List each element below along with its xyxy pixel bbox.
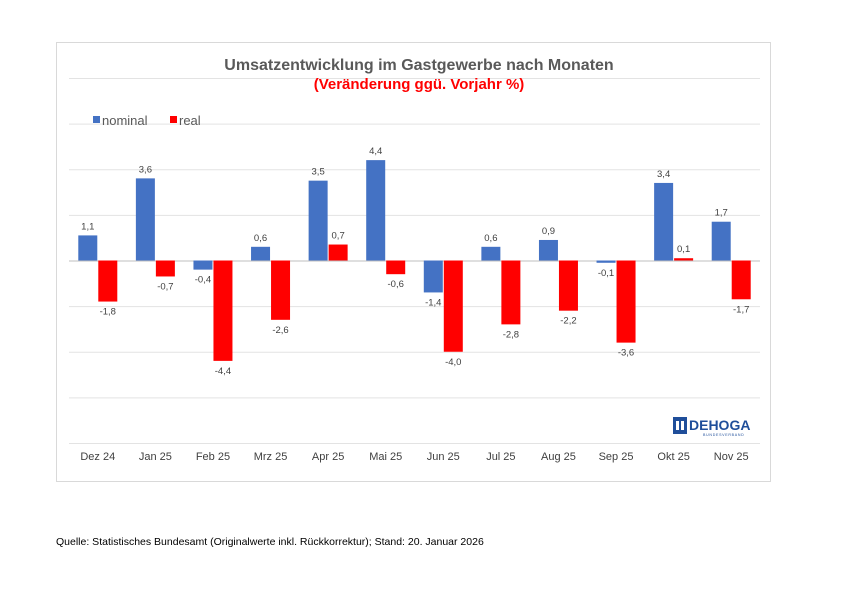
bar-nominal-0 [78, 235, 98, 261]
data-label-nominal-8: 0,9 [542, 226, 555, 237]
bar-real-3 [271, 260, 291, 320]
legend-label-real: real [179, 113, 201, 128]
logo-text: DEHOGA [689, 417, 750, 433]
data-label-real-1: -0,7 [157, 281, 173, 292]
dehoga-logo: DEHOGA BUNDESVERBAND [673, 417, 750, 437]
data-label-nominal-2: -0,4 [195, 275, 211, 286]
data-label-nominal-3: 0,6 [254, 233, 267, 244]
bar-real-9 [616, 260, 636, 343]
data-label-nominal-9: -0,1 [598, 268, 614, 279]
chart-frame: Umsatzentwicklung im Gastgewerbe nach Mo… [56, 42, 771, 482]
category-label-11: Nov 25 [714, 451, 749, 463]
logo-emblem-icon [673, 417, 687, 434]
bar-real-10 [674, 258, 694, 261]
bar-nominal-10 [654, 182, 674, 261]
legend-swatch-real [170, 116, 177, 123]
chart-title: Umsatzentwicklung im Gastgewerbe nach Mo… [224, 57, 613, 74]
category-label-7: Jul 25 [486, 451, 515, 463]
bar-real-4 [328, 244, 348, 261]
bar-nominal-8 [538, 239, 558, 261]
category-label-3: Mrz 25 [254, 451, 288, 463]
category-label-4: Apr 25 [312, 451, 344, 463]
data-label-real-10: 0,1 [677, 244, 690, 255]
bar-real-7 [501, 260, 521, 325]
data-label-real-2: -4,4 [215, 366, 231, 377]
bar-nominal-2 [193, 260, 213, 270]
data-label-real-9: -3,6 [618, 348, 634, 359]
bar-real-11 [731, 260, 751, 300]
bar-nominal-1 [135, 178, 155, 261]
bar-nominal-9 [596, 260, 616, 263]
bar-nominal-6 [423, 260, 443, 293]
logo-subtitle: BUNDESVERBAND [703, 433, 744, 437]
category-label-5: Mai 25 [369, 451, 402, 463]
data-label-nominal-5: 4,4 [369, 146, 382, 157]
gridlines [69, 78, 760, 444]
chart-subtitle: (Veränderung ggü. Vorjahr %) [314, 76, 525, 93]
data-label-nominal-6: -1,4 [425, 297, 441, 308]
chart-svg: Umsatzentwicklung im Gastgewerbe nach Mo… [69, 57, 760, 463]
category-label-2: Feb 25 [196, 451, 230, 463]
bar-real-2 [213, 260, 233, 361]
data-labels: 1,1 -1,8 3,6 -0,7 -0,4 -4,4 0,6 -2,6 3,5 0,7 4,4 -0… [81, 146, 749, 377]
bar-nominal-5 [366, 160, 386, 261]
data-label-real-3: -2,6 [272, 325, 288, 336]
bar-nominal-11 [711, 221, 731, 261]
bar-real-8 [558, 260, 578, 311]
data-label-nominal-1: 3,6 [139, 164, 152, 175]
data-label-real-5: -0,6 [388, 279, 404, 290]
bar-real-0 [98, 260, 118, 302]
data-label-real-0: -1,8 [100, 307, 116, 318]
category-labels: Dez 24 Jan 25 Feb 25 Mrz 25 Apr 25 Mai 25 Jun … [80, 451, 748, 463]
category-label-0: Dez 24 [80, 451, 115, 463]
category-label-9: Sep 25 [599, 451, 634, 463]
legend-swatch-nominal [93, 116, 100, 123]
bar-real-6 [443, 260, 463, 352]
category-label-8: Aug 25 [541, 451, 576, 463]
bar-nominal-3 [251, 246, 271, 261]
data-label-nominal-10: 3,4 [657, 169, 670, 180]
category-label-10: Okt 25 [657, 451, 689, 463]
bars [78, 160, 751, 361]
category-label-6: Jun 25 [427, 451, 460, 463]
data-label-real-4: 0,7 [332, 231, 345, 242]
bar-real-1 [155, 260, 175, 277]
source-note: Quelle: Statistisches Bundesamt (Origina… [56, 536, 484, 548]
legend-label-nominal: nominal [102, 113, 148, 128]
data-label-nominal-4: 3,5 [312, 167, 325, 178]
data-label-real-6: -4,0 [445, 357, 461, 368]
data-label-nominal-0: 1,1 [81, 221, 94, 232]
data-label-real-11: -1,7 [733, 304, 749, 315]
category-label-1: Jan 25 [139, 451, 172, 463]
legend: nominal real [93, 113, 201, 128]
data-label-real-7: -2,8 [503, 329, 519, 340]
bar-nominal-7 [481, 246, 501, 261]
data-label-nominal-11: 1,7 [715, 208, 728, 219]
data-label-nominal-7: 0,6 [484, 233, 497, 244]
bar-nominal-4 [308, 180, 328, 261]
bar-real-5 [386, 260, 406, 275]
data-label-real-8: -2,2 [560, 316, 576, 327]
